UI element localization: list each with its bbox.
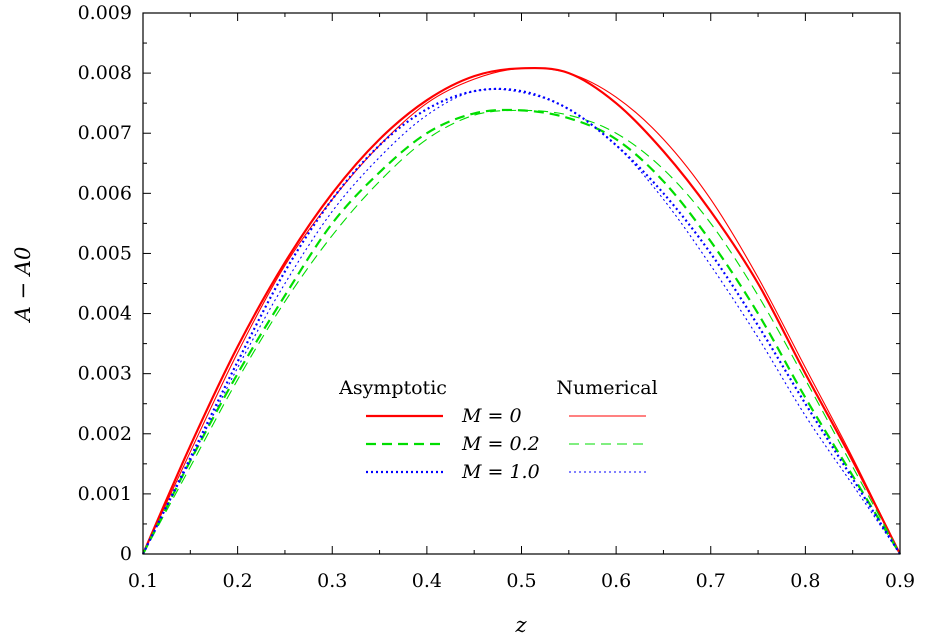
x-tick-label: 0.5 [506, 570, 536, 592]
series-line-M02-numerical [142, 109, 901, 555]
legend-row-label: M = 0.2 [461, 433, 540, 455]
x-tick-label: 0.1 [128, 570, 158, 592]
ticks-layer: 0.1 0.2 0.3 0.4 0.5 0.6 0.7 0.8 0.9 0 0.001 0.002 0.… [78, 2, 916, 592]
series-line-M10-numerical [142, 88, 901, 555]
legend-header-numerical: Numerical [556, 377, 657, 399]
x-tick-label: 0.7 [696, 570, 726, 592]
y-axis-title: A − A0 [11, 247, 35, 324]
y-tick-label: 0.004 [78, 303, 132, 325]
y-tick-label: 0.007 [78, 122, 132, 144]
legend-row-label: M = 0 [461, 405, 522, 427]
series-line-M02-asymptotic [142, 108, 901, 555]
x-tick-label: 0.2 [223, 570, 253, 592]
y-tick-label: 0 [120, 543, 132, 565]
y-tick-label: 0.002 [78, 423, 132, 445]
y-tick-label: 0.003 [78, 363, 132, 385]
x-axis-title: z [514, 613, 527, 637]
x-tick-label: 0.3 [317, 570, 347, 592]
y-tick-label: 0.001 [78, 483, 132, 505]
y-tick-label: 0.008 [78, 62, 132, 84]
series-line-M0-numerical [142, 67, 901, 555]
x-tick-label: 0.4 [412, 570, 442, 592]
x-tick-label: 0.6 [601, 570, 631, 592]
legend-row-label: M = 1.0 [461, 461, 540, 483]
x-tick-label: 0.8 [790, 570, 820, 592]
x-tick-label: 0.9 [885, 570, 915, 592]
series-line-M10-asymptotic [142, 87, 901, 555]
legend-header-asymptotic: Asymptotic [338, 377, 447, 399]
plot-frame [142, 12, 901, 555]
y-tick-label: 0.005 [78, 242, 132, 264]
y-tick-label: 0.006 [78, 182, 132, 204]
y-tick-label: 0.009 [78, 2, 132, 24]
series-layer [141, 66, 901, 555]
legend: Asymptotic Numerical M = 0 M = 0.2 M = 1.0 [338, 377, 658, 483]
